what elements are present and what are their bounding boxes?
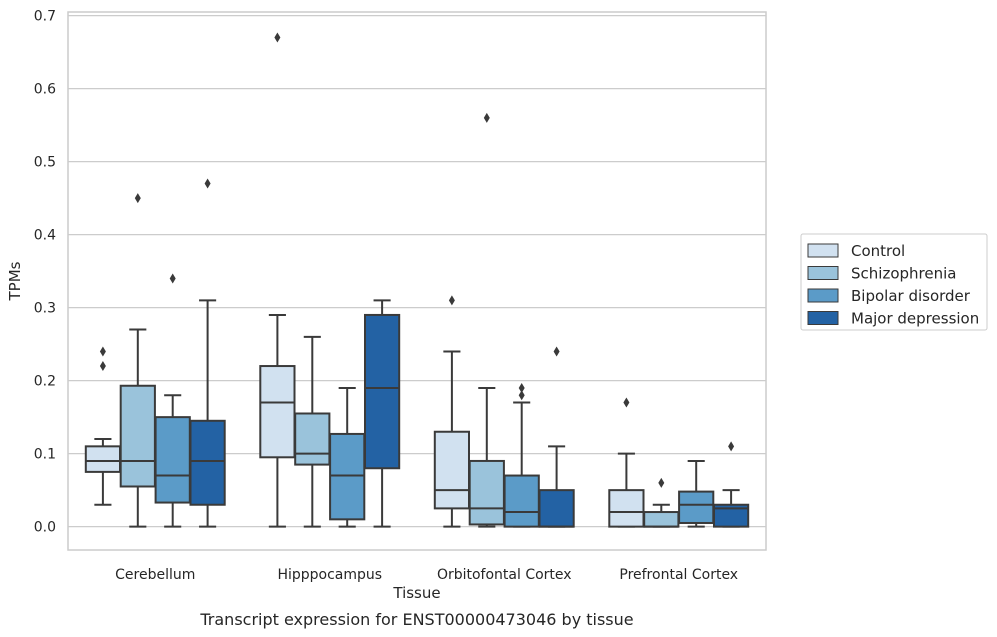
box-iqr [363, 313, 401, 470]
y-tick-label: 0.3 [34, 301, 56, 317]
y-tick-label: 0.5 [34, 155, 56, 171]
box-iqr [84, 445, 122, 473]
y-tick-label: 0.0 [34, 520, 56, 536]
box-iqr [294, 412, 331, 466]
box-iqr [643, 511, 680, 528]
outlier-point [553, 346, 560, 357]
box-iqr [503, 474, 540, 528]
box-iqr [678, 490, 715, 524]
x-tick-labels: Cerebellum Hipppocampus Orbitofontal Corte… [115, 567, 738, 583]
legend-label: Major depression [851, 310, 979, 328]
box-schizophrenia [294, 335, 331, 528]
y-axis-label: TPMs [6, 261, 24, 301]
outlier-point [99, 346, 106, 357]
outlier-point [448, 295, 455, 306]
box-iqr [608, 489, 645, 528]
outlier-point [204, 178, 211, 189]
box-control [433, 295, 471, 528]
box-major-depression [189, 178, 226, 528]
y-tick-label: 0.4 [34, 228, 56, 244]
box-schizophrenia [643, 477, 680, 528]
x-tick-label: Cerebellum [115, 567, 195, 583]
legend-swatch [807, 311, 839, 325]
box-iqr [189, 419, 226, 506]
outlier-point [728, 441, 735, 452]
y-tick-label: 0.2 [34, 374, 56, 390]
box-iqr [329, 432, 366, 521]
outlier-point [518, 382, 525, 393]
outlier-point [658, 477, 665, 488]
legend-swatch [807, 288, 839, 303]
box-iqr [468, 459, 505, 526]
box-bipolar-disorder [154, 273, 191, 528]
x-tick-label: Prefrontal Cortex [619, 567, 738, 583]
outlier-point [134, 193, 141, 204]
outlier-point [274, 32, 281, 43]
box-control [259, 32, 296, 528]
box-iqr [712, 503, 750, 528]
box-major-depression [538, 346, 575, 528]
outlier-point [169, 273, 176, 284]
y-tick-label: 0.7 [34, 9, 56, 25]
legend-swatch [807, 243, 839, 258]
legend-label: Bipolar disorder [851, 287, 971, 305]
plot-frame [67, 11, 767, 551]
outlier-point [483, 112, 490, 123]
box-iqr [538, 489, 575, 528]
box-control [84, 346, 122, 506]
y-tick-label: 0.1 [34, 447, 56, 463]
x-tick-label: Hipppocampus [277, 567, 382, 583]
box-iqr [154, 416, 191, 504]
boxes [84, 32, 750, 528]
box-bipolar-disorder [329, 386, 366, 528]
box-bipolar-disorder [503, 382, 540, 528]
x-tick-label: Orbitofontal Cortex [437, 567, 572, 583]
legend-swatch [807, 266, 839, 280]
box-schizophrenia [468, 112, 505, 528]
chart-caption: Transcript expression for ENST0000047304… [199, 610, 633, 629]
box-iqr [259, 365, 296, 459]
legend-frame [800, 233, 988, 331]
box-iqr [433, 430, 471, 510]
box-iqr [119, 384, 156, 488]
box-bipolar-disorder [678, 459, 715, 528]
legend-label: Schizophrenia [851, 265, 956, 283]
outlier-point [623, 397, 630, 408]
legend-label: Control [851, 242, 905, 260]
box-control [608, 397, 645, 528]
y-tick-labels: 0.0 0.1 0.2 0.3 0.4 0.5 0.6 0.7 [34, 9, 56, 536]
outlier-point [99, 361, 106, 372]
box-schizophrenia [119, 193, 156, 528]
legend: Control Schizophrenia Bipolar disorder Majo… [800, 233, 988, 331]
y-tick-label: 0.6 [34, 82, 56, 98]
x-axis-label: Tissue [392, 584, 440, 602]
box-major-depression [363, 299, 401, 528]
box-major-depression [712, 441, 750, 528]
outlier-point [518, 390, 525, 401]
